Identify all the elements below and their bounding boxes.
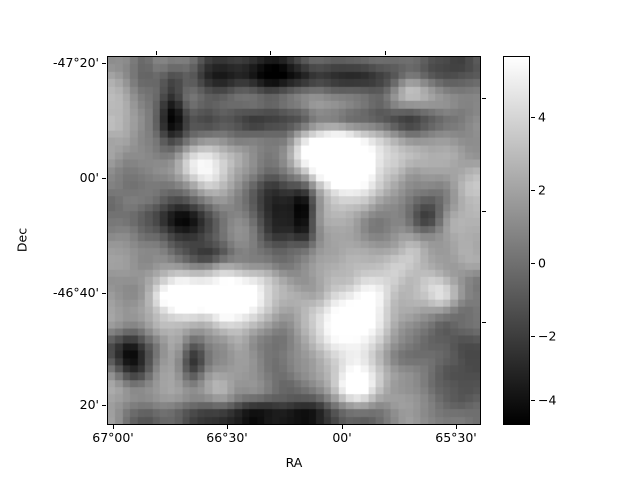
colorbar-tick-label-3: −2 <box>538 328 557 344</box>
x-tick-label-3: 65°30' <box>435 430 477 445</box>
y-tick-label-3: 20' <box>79 396 99 412</box>
x-tick-bottom-2 <box>342 425 343 429</box>
y-tick-right-2 <box>482 322 486 323</box>
x-tick-bottom-1 <box>227 425 228 429</box>
x-axis-label: RA <box>285 455 303 470</box>
y-tick-left-2 <box>102 293 106 294</box>
colorbar-tick-4 <box>531 400 535 401</box>
colorbar-gradient[interactable] <box>503 56 530 425</box>
colorbar-tick-3 <box>531 336 535 337</box>
x-tick-label-1: 66°30' <box>206 430 248 445</box>
x-tick-bottom-0 <box>113 425 114 429</box>
colorbar-tick-label-0: 4 <box>538 109 546 125</box>
colorbar-tick-2 <box>531 263 535 264</box>
x-tick-top-1 <box>270 51 271 55</box>
y-tick-left-1 <box>102 178 106 179</box>
x-tick-top-0 <box>156 51 157 55</box>
x-tick-top-2 <box>385 51 386 55</box>
colorbar-tick-1 <box>531 190 535 191</box>
colorbar-tick-label-4: −4 <box>538 392 557 408</box>
y-tick-label-2: -46°40' <box>52 284 99 300</box>
colorbar-tick-label-1: 2 <box>538 182 546 198</box>
y-tick-left-0 <box>102 63 106 64</box>
y-axis-label: Dec <box>14 227 30 253</box>
x-tick-label-2: 00' <box>332 430 352 445</box>
y-tick-label-0: -47°20' <box>52 54 99 70</box>
x-tick-label-0: 67°00' <box>92 430 134 445</box>
y-tick-right-1 <box>482 211 486 212</box>
y-tick-right-0 <box>482 98 486 99</box>
colorbar-tick-label-2: 0 <box>538 255 546 271</box>
sky-image-heatmap <box>108 57 480 424</box>
y-tick-label-1: 00' <box>79 169 99 185</box>
colorbar-tick-0 <box>531 117 535 118</box>
x-tick-bottom-3 <box>456 425 457 429</box>
sky-image-axes[interactable] <box>107 56 481 425</box>
y-tick-left-3 <box>102 405 106 406</box>
